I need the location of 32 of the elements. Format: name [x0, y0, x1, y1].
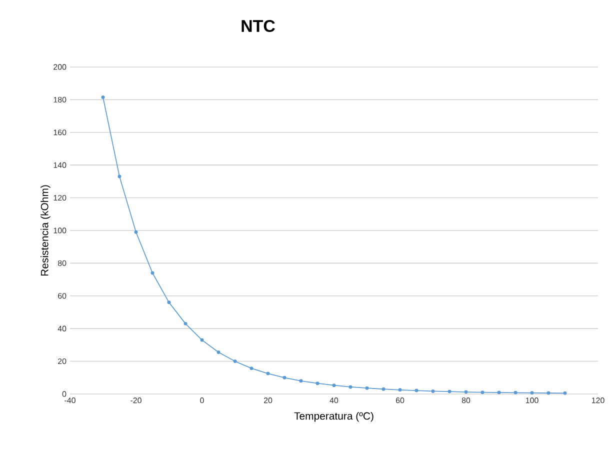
point	[118, 174, 122, 178]
point	[282, 376, 286, 380]
point	[200, 338, 204, 342]
point	[414, 388, 418, 392]
x-axis-title: Temperatura (ºC)	[294, 412, 374, 422]
point	[150, 271, 154, 275]
point	[431, 389, 435, 393]
point	[316, 382, 320, 386]
point	[250, 366, 254, 370]
point	[514, 390, 518, 394]
point	[398, 388, 402, 392]
y-axis-title: Resistencia (kOhm)	[40, 185, 50, 276]
point	[134, 230, 138, 234]
point	[266, 372, 270, 376]
chart-title: NTC	[242, 20, 275, 32]
point	[216, 350, 220, 354]
point	[332, 384, 336, 388]
point	[464, 390, 468, 394]
point	[382, 387, 386, 391]
point	[233, 360, 237, 364]
point	[299, 379, 303, 383]
point	[530, 391, 534, 395]
point	[348, 385, 352, 389]
point	[167, 300, 171, 304]
point	[546, 391, 550, 395]
point	[563, 391, 567, 395]
point	[480, 390, 484, 394]
point	[365, 386, 369, 390]
point	[184, 322, 188, 326]
point	[497, 390, 501, 394]
point	[448, 390, 452, 394]
point	[101, 95, 105, 99]
